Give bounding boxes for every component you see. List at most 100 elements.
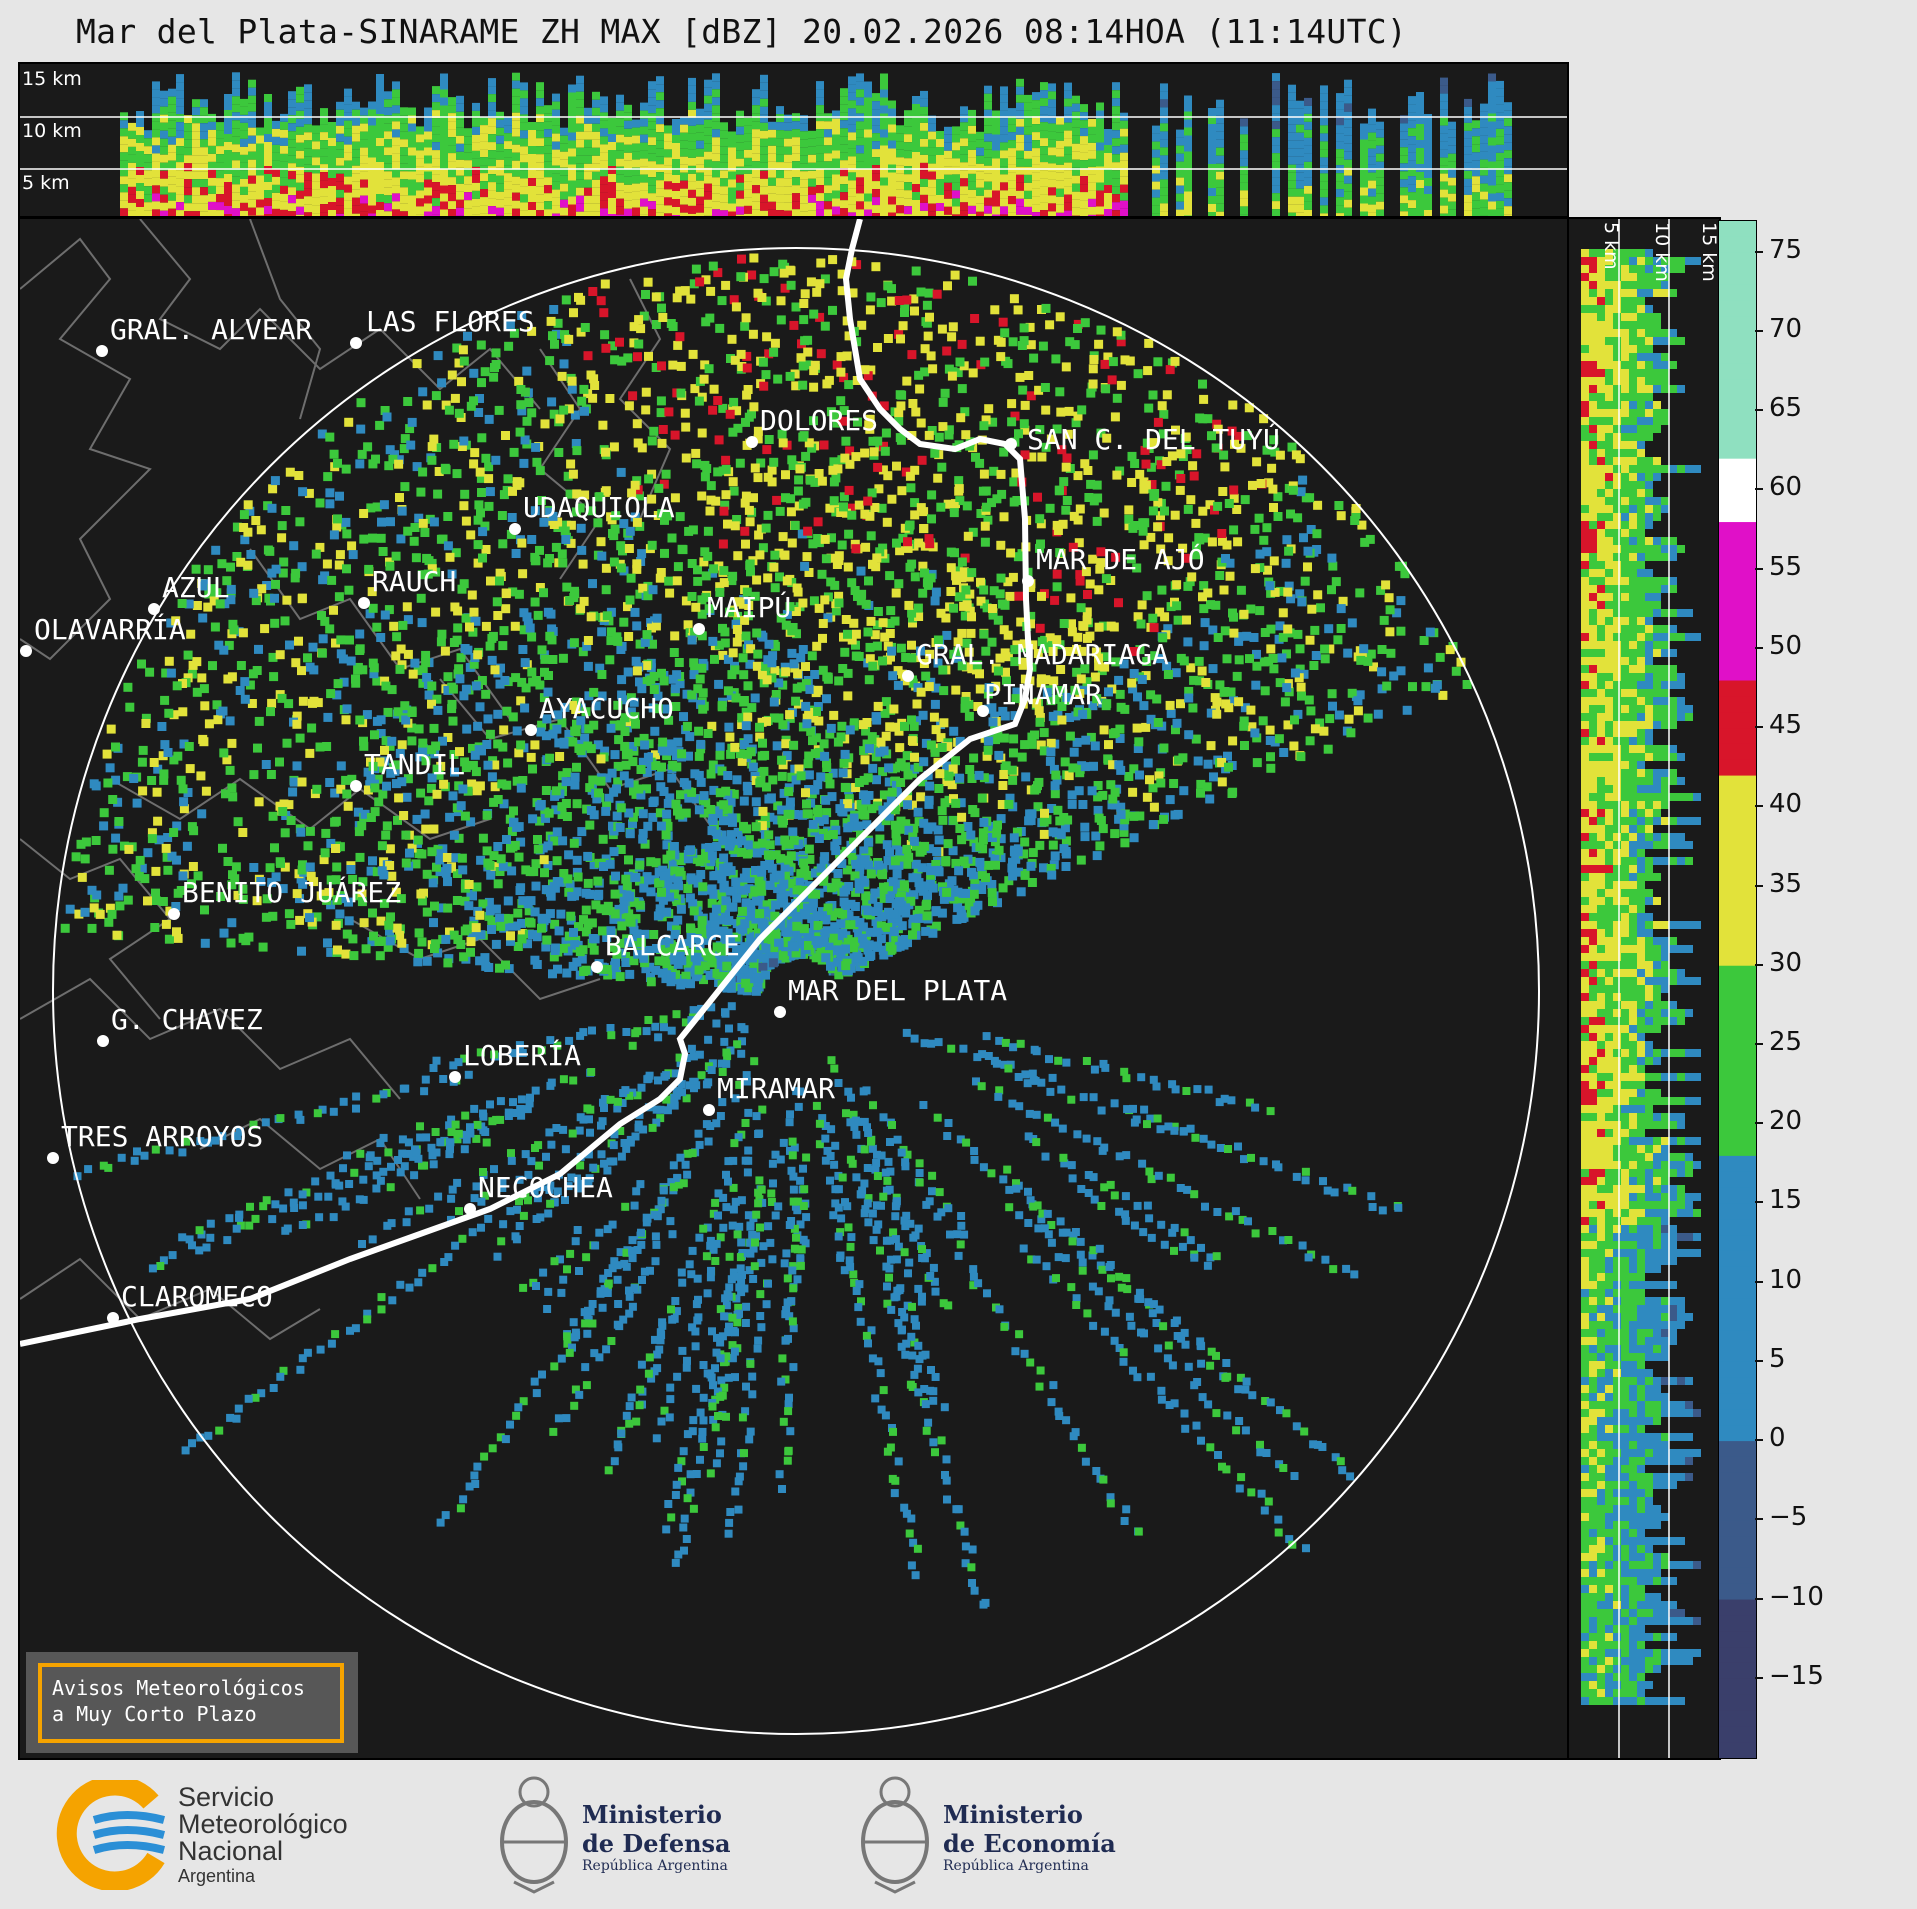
- colorbar-tick-label: 40: [1769, 789, 1803, 820]
- colorbar-tick: 70: [1754, 314, 1802, 344]
- colorbar-tick-label: −5: [1769, 1502, 1808, 1533]
- city-label-azul: AZUL: [162, 571, 230, 604]
- city-dot-necochea: [464, 1203, 476, 1215]
- economia-line-2: de Economía: [943, 1829, 1116, 1858]
- colorbar-tick: 35: [1754, 869, 1802, 899]
- city-label-dolores: DOLORES: [760, 404, 879, 437]
- defensa-line-1: Ministerio: [582, 1800, 722, 1829]
- city-label-g-chavez: G. CHAVEZ: [111, 1003, 263, 1036]
- colorbar-band: [1719, 585, 1756, 603]
- colorbar-band: [1719, 1441, 1756, 1458]
- city-dot-udaquiola: [509, 523, 521, 535]
- city-label-maipu: MAIPÚ: [707, 591, 792, 624]
- city-dot-rauch: [358, 597, 370, 609]
- colorbar-band: [1719, 1346, 1756, 1363]
- colorbar-band: [1719, 1013, 1756, 1031]
- colorbar-tick-label: 15: [1769, 1185, 1803, 1216]
- city-label-gral-alvear: GRAL. ALVEAR: [110, 313, 313, 346]
- colorbar-band: [1719, 221, 1756, 238]
- colorbar-tick-label: 55: [1769, 551, 1803, 582]
- city-dot-san-c-del-tuyu: [1005, 438, 1017, 450]
- colorbar-band: [1719, 1615, 1756, 1633]
- colorbar-band: [1719, 1456, 1756, 1474]
- defensa-line-3: República Argentina: [582, 1858, 728, 1874]
- colorbar-band: [1719, 1203, 1756, 1221]
- colorbar-band: [1719, 1393, 1756, 1411]
- top-cross-section: 15 km 10 km 5 km: [18, 62, 1569, 218]
- colorbar-band: [1719, 648, 1756, 666]
- colorbar-tick: −10: [1755, 1582, 1824, 1612]
- colorbar-band: [1719, 1361, 1756, 1379]
- colorbar-band: [1719, 949, 1756, 967]
- economia-logo: Ministerio de Economía República Argenti…: [855, 1770, 1135, 1900]
- aviso-line-2: a Muy Corto Plazo: [52, 1702, 257, 1726]
- colorbar-band: [1719, 1472, 1756, 1490]
- colorbar-band: [1719, 1377, 1756, 1395]
- colorbar-tick: 55: [1754, 551, 1803, 582]
- colorbar-tick: 15: [1754, 1185, 1803, 1216]
- colorbar-band: [1719, 458, 1756, 476]
- colorbar-band: [1719, 347, 1756, 365]
- city-label-ayacucho: AYACUCHO: [539, 692, 674, 725]
- city-dot-mar-del-plata: [774, 1006, 786, 1018]
- city-label-benito-juarez: BENITO JUÁREZ: [182, 876, 402, 909]
- colorbar-band: [1719, 300, 1756, 318]
- colorbar-band: [1719, 1552, 1756, 1569]
- city-label-pinamar: PINAMAR: [984, 678, 1103, 711]
- colorbar-band: [1719, 1647, 1756, 1664]
- colorbar-band: [1719, 236, 1756, 254]
- colorbar-band: [1719, 1171, 1756, 1189]
- colorbar-band: [1719, 886, 1756, 904]
- colorbar-band: [1719, 1520, 1756, 1538]
- city-label-loberia: LOBERÍA: [463, 1039, 582, 1072]
- city-dot-olavarria: [20, 645, 32, 657]
- colorbar-band: [1719, 1583, 1756, 1601]
- colorbar-band: [1719, 1742, 1756, 1758]
- side-height-label-10: 10 km: [1651, 222, 1673, 282]
- colorbar-band: [1719, 1662, 1756, 1680]
- side-height-label-15: 15 km: [1698, 222, 1720, 282]
- colorbar-band: [1719, 395, 1756, 413]
- colorbar-band: [1719, 838, 1756, 856]
- city-dot-mar-de-ajo: [1022, 575, 1034, 587]
- city-label-las-flores: LAS FLORES: [366, 305, 535, 338]
- city-dot-miramar: [703, 1104, 715, 1116]
- colorbar-tick: 20: [1754, 1106, 1802, 1136]
- city-dot-balcarce: [591, 961, 603, 973]
- city-dot-gral-alvear: [96, 345, 108, 357]
- colorbar-band: [1719, 1488, 1756, 1506]
- colorbar-tick: 25: [1754, 1027, 1802, 1057]
- top-cross-section-plot: [20, 72, 1567, 216]
- colorbar-band: [1719, 728, 1756, 745]
- top-height-label-5: 5 km: [22, 172, 70, 194]
- colorbar-tick: 65: [1754, 393, 1802, 423]
- colorbar-band: [1719, 1029, 1756, 1046]
- colorbar-band: [1719, 1314, 1756, 1332]
- colorbar-band: [1719, 1567, 1756, 1585]
- city-dot-benito-juarez: [168, 908, 180, 920]
- colorbar-tick: 5: [1755, 1344, 1786, 1374]
- colorbar-band: [1719, 696, 1756, 714]
- city-dot-azul: [148, 603, 160, 615]
- smn-logo-icon: [56, 1780, 166, 1890]
- colorbar-band: [1719, 537, 1756, 555]
- side-cross-section-plot: [1581, 219, 1701, 1758]
- colorbar-band: [1719, 934, 1756, 951]
- colorbar-band: [1719, 569, 1756, 587]
- colorbar-band: [1719, 743, 1756, 761]
- aviso-line-1: Avisos Meteorológicos: [52, 1676, 305, 1700]
- colorbar-band: [1719, 965, 1756, 983]
- aviso-box[interactable]: Avisos Meteorológicos a Muy Corto Plazo: [26, 1652, 358, 1753]
- colorbar-band: [1719, 617, 1756, 634]
- colorbar-band: [1719, 316, 1756, 333]
- city-dot-tandil: [350, 780, 362, 792]
- top-height-label-10: 10 km: [22, 120, 82, 142]
- defensa-line-2: de Defensa: [582, 1829, 731, 1858]
- colorbar-band: [1719, 284, 1756, 302]
- radar-map[interactable]: [18, 217, 1569, 1760]
- radar-map-plot: [20, 219, 1540, 1735]
- city-dot-loberia: [449, 1071, 461, 1083]
- colorbar-band: [1719, 1250, 1756, 1268]
- colorbar-band: [1719, 1726, 1756, 1744]
- city-dot-tres-arroyos: [47, 1152, 59, 1164]
